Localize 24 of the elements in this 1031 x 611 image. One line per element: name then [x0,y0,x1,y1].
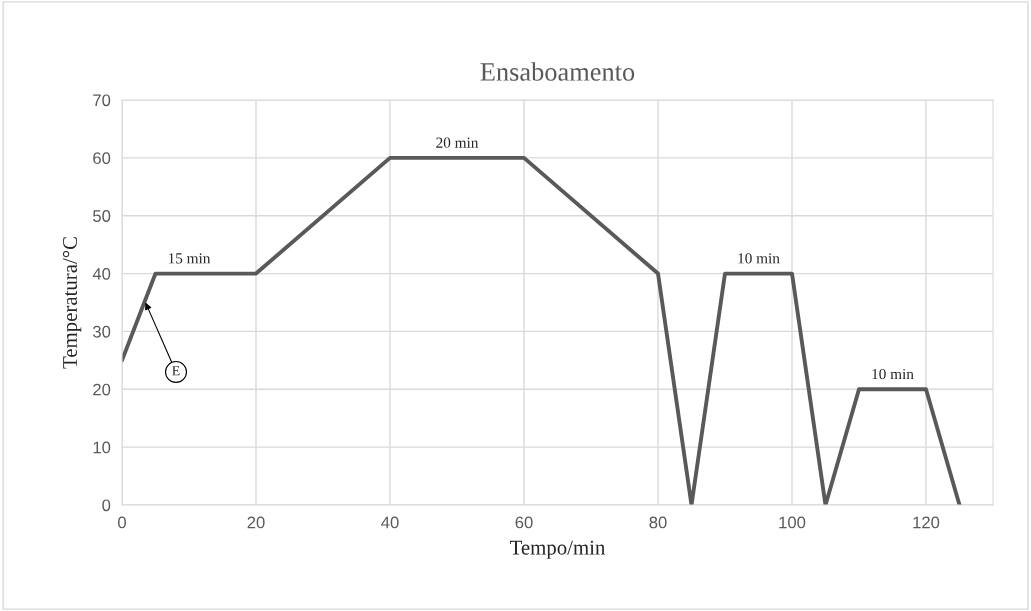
x-tick-label: 40 [381,516,399,529]
annotation: 20 min [436,137,479,148]
chart-title: Ensaboamento [480,62,635,81]
x-tick-label: 60 [515,516,533,529]
y-tick-label: 40 [92,267,111,280]
line-series [122,155,962,505]
y-tick-label: 10 [93,441,111,454]
annotation: 10 min [738,253,780,264]
y-tick-label: 60 [93,152,111,165]
annotation: 10 min [872,368,914,380]
x-tick-label: 120 [913,516,940,529]
x-axis-title: Tempo/min [510,540,606,559]
y-tick-label: 70 [93,94,111,107]
y-tick-label: 0 [102,499,111,512]
y-tick-label: 20 [93,383,111,396]
annotation: 15 min [168,253,211,264]
y-tick-label: 50 [93,210,111,222]
x-tick-label: 20 [247,516,265,529]
x-tick-label: 0 [118,516,126,529]
y-axis-title: Temperatura/°C [62,237,82,369]
y-tick-label: 30 [92,325,111,338]
x-tick-label: 80 [649,516,667,529]
annotation: E [172,366,180,376]
x-tick-label: 100 [779,516,806,529]
